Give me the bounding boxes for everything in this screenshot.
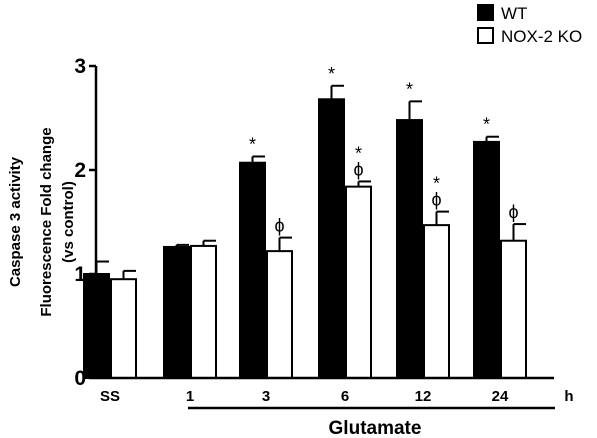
significance-asterisk: * xyxy=(249,134,256,154)
bar-wt-6 xyxy=(318,98,345,379)
x-tick-label: SS xyxy=(100,388,120,405)
y-tick-label: 0 xyxy=(74,367,86,390)
significance-asterisk: * xyxy=(406,79,413,99)
x-axis-title: Glutamate xyxy=(329,418,422,438)
significance-phi: ϕ xyxy=(274,216,284,236)
x-tick-label: 3 xyxy=(262,388,270,405)
y-axis-label: Caspase 3 activity Fluorescence Fold chan… xyxy=(7,127,77,316)
bar-wt-12 xyxy=(396,119,423,380)
bar-nox2ko-1 xyxy=(190,244,217,379)
bar-nox2ko-SS xyxy=(110,278,137,380)
x-tick-label: 12 xyxy=(415,388,432,405)
legend-label: NOX-2 KO xyxy=(501,27,582,46)
x-axis: SS 1 3 6 12 24 h Glutamate xyxy=(96,376,574,438)
significance-asterisk: * xyxy=(483,115,490,135)
legend-label: WT xyxy=(501,4,527,23)
significance-phi: ϕ xyxy=(353,159,363,179)
bar-wt-24 xyxy=(473,140,500,379)
y-axis-label-line: Caspase 3 activity xyxy=(7,156,24,287)
x-unit-label: h xyxy=(564,388,573,405)
bars xyxy=(83,98,527,380)
bar-nox2ko-24 xyxy=(500,239,527,379)
x-tick-label: 24 xyxy=(492,388,509,405)
significance-phi: ϕ xyxy=(431,190,441,210)
y-axis-label-line: Fluorescence Fold change xyxy=(38,127,55,316)
bar-wt-SS xyxy=(83,273,110,379)
y-tick-label: 3 xyxy=(74,55,86,78)
significance-phi: ϕ xyxy=(508,202,518,222)
significance-marks: *ϕ**ϕ**ϕ*ϕ xyxy=(249,64,519,236)
bar-wt-3 xyxy=(239,161,266,379)
significance-asterisk: * xyxy=(328,64,335,84)
legend-swatch-nox2ko xyxy=(477,27,494,44)
legend-swatch-wt xyxy=(477,4,494,21)
bar-wt-1 xyxy=(163,245,190,379)
bar-nox2ko-12 xyxy=(423,224,450,379)
y-axis-label-line: (vs control) xyxy=(60,181,77,263)
significance-asterisk: * xyxy=(433,174,440,194)
x-tick-label: 1 xyxy=(186,388,194,405)
significance-asterisk: * xyxy=(355,143,362,163)
legend: WT NOX-2 KO xyxy=(477,4,582,46)
bar-nox2ko-3 xyxy=(266,250,293,379)
x-tick-label: 6 xyxy=(341,388,349,405)
bar-nox2ko-6 xyxy=(345,185,372,379)
y-tick-label: 2 xyxy=(74,159,86,182)
error-bars xyxy=(95,84,526,280)
